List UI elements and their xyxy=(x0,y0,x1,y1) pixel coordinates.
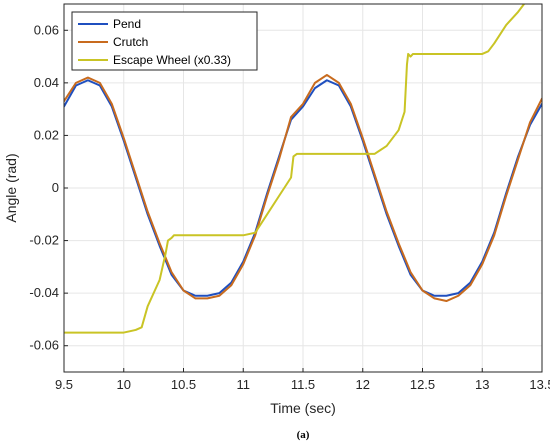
y-tick-label: 0 xyxy=(52,180,59,195)
x-axis-label: Time (sec) xyxy=(270,400,336,416)
y-tick-label: 0.02 xyxy=(34,127,59,142)
x-tick-label: 11 xyxy=(237,377,251,392)
series-line-1 xyxy=(64,73,542,303)
y-tick-label: -0.04 xyxy=(29,285,59,300)
y-tick-label: 0.06 xyxy=(34,22,59,37)
x-tick-label: 12 xyxy=(356,377,370,392)
legend-label-1: Crutch xyxy=(113,35,148,49)
y-tick-label: -0.02 xyxy=(29,233,59,248)
grid xyxy=(63,4,543,372)
x-tick-label: 12.5 xyxy=(410,377,435,392)
series-layer xyxy=(64,4,542,334)
x-tick-label: 10.5 xyxy=(171,377,196,392)
x-tick-label: 13.5 xyxy=(529,377,550,392)
legend: Pend Crutch Escape Wheel (x0.33) xyxy=(71,11,258,71)
legend-label-2: Escape Wheel (x0.33) xyxy=(113,53,231,67)
x-tick-label: 13 xyxy=(475,377,489,392)
series-line-2 xyxy=(64,4,526,334)
x-tick-label: 11.5 xyxy=(291,377,315,392)
x-tick-label: 10 xyxy=(117,377,131,392)
x-tick-label: 9.5 xyxy=(55,377,73,392)
y-axis-label: Angle (rad) xyxy=(3,153,19,222)
y-tick-label: -0.06 xyxy=(29,338,59,353)
y-tick-label: 0.04 xyxy=(34,75,59,90)
legend-label-0: Pend xyxy=(113,17,141,31)
figure-caption: (a) xyxy=(297,429,310,441)
tick-labels: 9.5 10 10.5 11 11.5 12 12.5 13 13.5 -0.06 -0.04 -0.… xyxy=(29,22,550,392)
